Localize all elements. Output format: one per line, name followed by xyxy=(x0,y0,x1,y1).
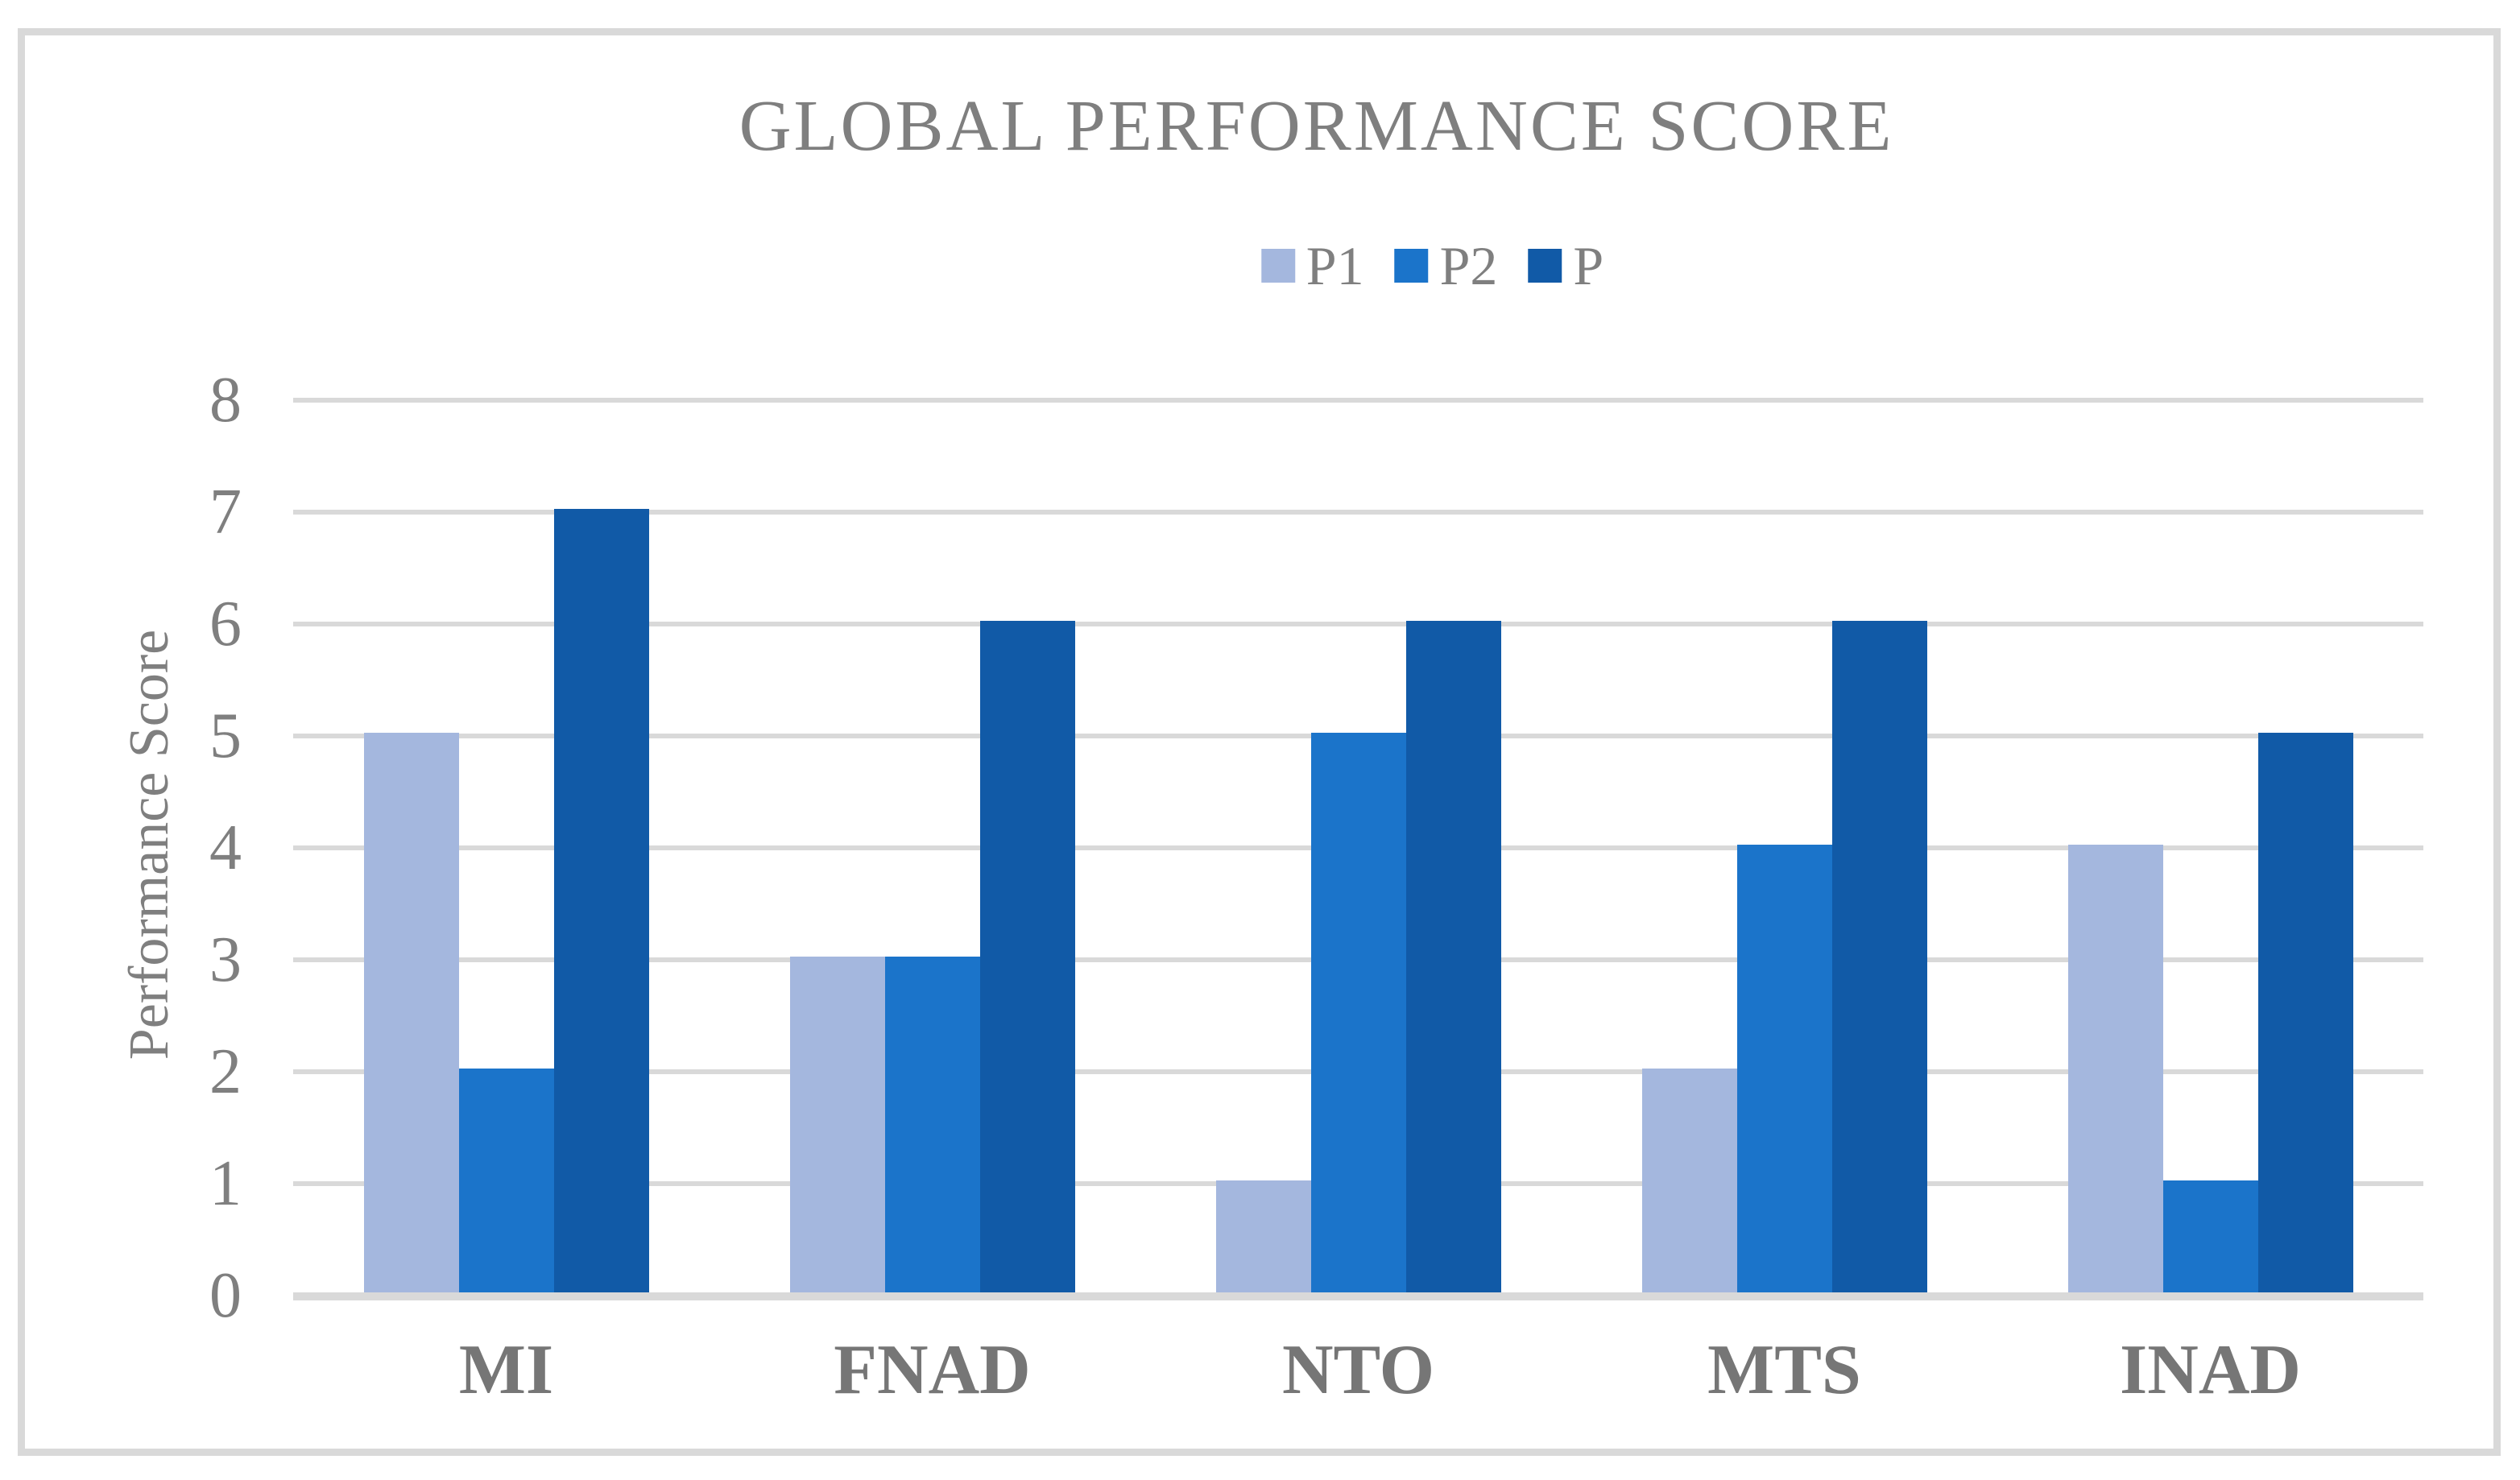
y-tick-label: 5 xyxy=(209,701,242,771)
y-tick-label: 2 xyxy=(209,1036,242,1107)
bar-group-mts xyxy=(1571,397,1997,1292)
bar-p1-mts xyxy=(1641,1069,1737,1292)
x-axis-line xyxy=(293,1292,2423,1300)
legend-label: P1 xyxy=(1306,235,1364,296)
bar-p2-mts xyxy=(1736,845,1832,1292)
legend-item-p: P xyxy=(1528,232,1603,300)
x-category-label: INAD xyxy=(2120,1331,2301,1409)
legend-item-p1: P1 xyxy=(1260,232,1364,300)
y-tick-label: 6 xyxy=(209,589,242,659)
y-tick-label: 8 xyxy=(209,365,242,436)
x-category-label: NTO xyxy=(1281,1331,1435,1409)
bar-p2-inad xyxy=(2162,1180,2258,1292)
y-tick-label: 1 xyxy=(209,1148,242,1219)
legend-label: P2 xyxy=(1439,235,1498,296)
y-tick-label: 4 xyxy=(209,812,242,883)
bar-p-mts xyxy=(1831,621,1927,1292)
x-category-label: MTS xyxy=(1707,1331,1861,1409)
x-category-label: FNAD xyxy=(834,1331,1031,1409)
legend-swatch-icon xyxy=(1394,249,1429,283)
chart-legend: P1 P2 P xyxy=(1260,232,1603,300)
bar-p1-mi xyxy=(363,733,459,1292)
gridline xyxy=(293,622,2423,626)
y-tick-label: 0 xyxy=(209,1260,242,1331)
chart-title: GLOBAL PERFORMANCE SCORE xyxy=(739,86,1894,166)
bar-p1-fnad xyxy=(789,957,885,1292)
bar-p2-nto xyxy=(1310,733,1406,1292)
legend-swatch-icon xyxy=(1528,249,1562,283)
bar-group-fnad xyxy=(719,397,1145,1292)
bar-p2-mi xyxy=(458,1069,554,1292)
plot-area xyxy=(293,397,2423,1292)
bar-p1-inad xyxy=(2067,845,2163,1292)
gridline xyxy=(293,510,2423,515)
legend-item-p2: P2 xyxy=(1394,232,1498,300)
bar-group-mi xyxy=(293,397,719,1292)
bar-p-nto xyxy=(1405,621,1501,1292)
bar-p-mi xyxy=(553,509,649,1292)
y-tick-label: 7 xyxy=(209,477,242,548)
bar-p1-nto xyxy=(1215,1180,1311,1292)
x-category-label: MI xyxy=(458,1331,554,1409)
bar-group-nto xyxy=(1145,397,1571,1292)
bar-p-inad xyxy=(2257,733,2353,1292)
gridline xyxy=(293,398,2423,403)
legend-swatch-icon xyxy=(1260,249,1295,283)
y-tick-label: 3 xyxy=(209,924,242,995)
bar-p-fnad xyxy=(979,621,1075,1292)
bar-group-inad xyxy=(1997,397,2423,1292)
bar-p2-fnad xyxy=(884,957,980,1292)
legend-label: P xyxy=(1573,235,1604,296)
